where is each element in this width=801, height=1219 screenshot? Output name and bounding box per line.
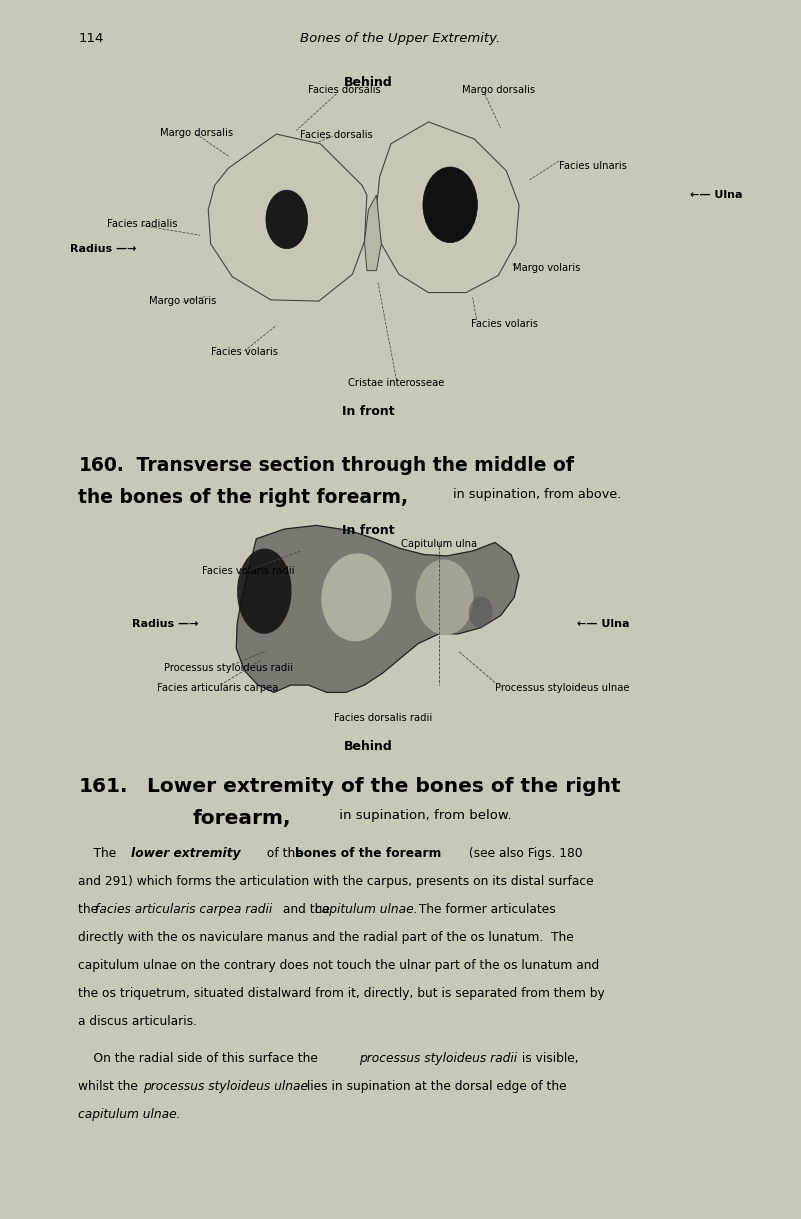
Text: The: The [78,847,121,861]
Text: capitulum ulnae.: capitulum ulnae. [315,903,417,917]
Text: the bones of the right forearm,: the bones of the right forearm, [78,488,409,507]
Ellipse shape [266,190,308,249]
Text: Capitulum ulna: Capitulum ulna [400,539,477,549]
Text: ←— Ulna: ←— Ulna [577,619,630,629]
Text: facies articularis carpea radii: facies articularis carpea radii [95,903,272,917]
Text: ←— Ulna: ←— Ulna [690,190,743,200]
Polygon shape [364,195,381,271]
Text: (see also Figs. 180: (see also Figs. 180 [465,847,582,861]
Text: Radius —→: Radius —→ [70,244,137,254]
Text: processus styloideus ulnae: processus styloideus ulnae [143,1080,308,1093]
Text: 161.: 161. [78,777,128,796]
Text: lower extremity: lower extremity [131,847,240,861]
Text: In front: In front [342,405,395,418]
Text: Margo volaris: Margo volaris [149,296,216,306]
Text: The former articulates: The former articulates [411,903,556,917]
Text: and the: and the [279,903,333,917]
Text: Facies volaris radii: Facies volaris radii [202,566,295,575]
Text: Margo dorsalis: Margo dorsalis [461,85,535,95]
Text: whilst the: whilst the [78,1080,143,1093]
Text: Facies articularis carpea: Facies articularis carpea [157,683,279,692]
Text: in supination, from below.: in supination, from below. [335,809,512,823]
Text: Facies radialis: Facies radialis [107,219,178,229]
Text: processus styloideus radii: processus styloideus radii [359,1052,517,1065]
Text: is visible,: is visible, [518,1052,579,1065]
Ellipse shape [416,560,473,635]
Text: Transverse section through the middle of: Transverse section through the middle of [130,456,574,475]
Polygon shape [236,525,519,692]
Text: Processus styloideus radii: Processus styloideus radii [163,663,293,673]
Text: of the: of the [263,847,306,861]
Text: Bones of the Upper Extremity.: Bones of the Upper Extremity. [300,32,501,45]
Text: Lower extremity of the bones of the right: Lower extremity of the bones of the righ… [140,777,621,796]
Text: lies in supination at the dorsal edge of the: lies in supination at the dorsal edge of… [303,1080,566,1093]
Ellipse shape [237,549,292,634]
Polygon shape [376,122,519,293]
Ellipse shape [321,553,392,641]
Text: Margo dorsalis: Margo dorsalis [159,128,233,138]
Text: Behind: Behind [344,740,392,753]
Text: capitulum ulnae.: capitulum ulnae. [78,1108,181,1121]
Text: In front: In front [342,524,395,538]
Text: Radius —→: Radius —→ [132,619,199,629]
Ellipse shape [423,167,477,243]
Text: Margo volaris: Margo volaris [513,263,580,273]
Text: Behind: Behind [344,76,392,89]
Text: directly with the os naviculare manus and the radial part of the os lunatum.  Th: directly with the os naviculare manus an… [78,931,574,945]
Text: in supination, from above.: in supination, from above. [449,488,621,501]
Text: On the radial side of this surface the: On the radial side of this surface the [78,1052,322,1065]
Text: and 291) which forms the articulation with the carpus, presents on its distal su: and 291) which forms the articulation wi… [78,875,594,889]
Polygon shape [208,134,367,301]
Text: Facies volaris: Facies volaris [211,347,278,357]
Text: Cristae interosseae: Cristae interosseae [348,378,445,388]
Text: Facies volaris: Facies volaris [471,319,538,329]
Text: capitulum ulnae on the contrary does not touch the ulnar part of the os lunatum : capitulum ulnae on the contrary does not… [78,959,600,973]
Ellipse shape [469,596,493,628]
Text: 160.: 160. [78,456,124,475]
Text: the: the [78,903,103,917]
Text: forearm,: forearm, [192,809,291,829]
Text: 114: 114 [78,32,104,45]
Text: Facies dorsalis radii: Facies dorsalis radii [334,713,432,723]
Text: Facies dorsalis: Facies dorsalis [300,130,372,140]
Text: Facies dorsalis: Facies dorsalis [308,85,380,95]
Text: Facies ulnaris: Facies ulnaris [559,161,627,171]
Text: bones of the forearm: bones of the forearm [295,847,441,861]
Text: Processus styloideus ulnae: Processus styloideus ulnae [495,683,630,692]
Text: a discus articularis.: a discus articularis. [78,1015,198,1029]
Text: the os triquetrum, situated distalward from it, directly, but is separated from : the os triquetrum, situated distalward f… [78,987,606,1001]
